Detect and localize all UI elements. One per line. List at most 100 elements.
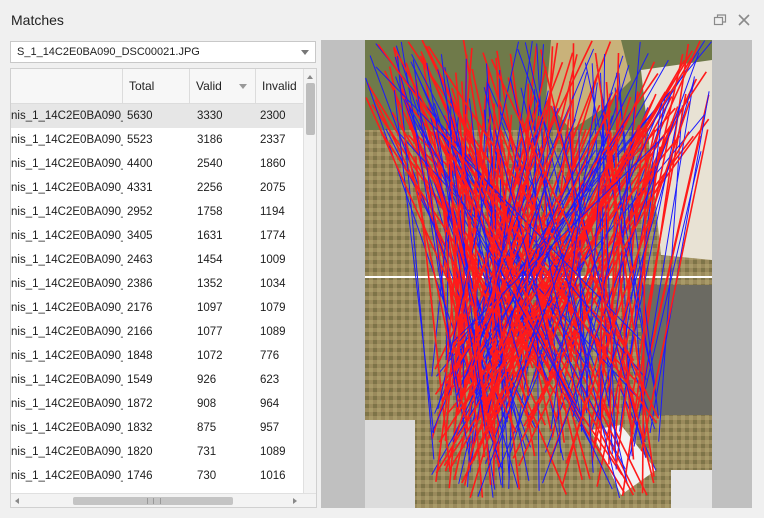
vertical-scrollbar-thumb[interactable]: [306, 83, 315, 135]
valid-match-line: [427, 45, 635, 362]
row-invalid: 957: [260, 422, 280, 434]
row-valid: 3330: [197, 110, 223, 122]
matches-table: Total Valid Invalid nis_1_14C2E0BA090_ 56…: [10, 68, 317, 508]
table-row[interactable]: nis_1_14C2E0BA090_ 4400 2540 1860: [11, 152, 303, 176]
table-row[interactable]: nis_1_14C2E0BA090_ 1746 730 1016: [11, 464, 303, 488]
invalid-match-line: [596, 64, 657, 399]
row-image-name: nis_1_14C2E0BA090_: [11, 254, 123, 266]
row-invalid: 2075: [260, 182, 286, 194]
invalid-match-line: [397, 55, 435, 460]
row-image-name: nis_1_14C2E0BA090_: [11, 350, 123, 362]
invalid-match-line: [548, 103, 663, 373]
row-valid: 2256: [197, 182, 223, 194]
row-total: 2176: [127, 302, 153, 314]
table-row[interactable]: nis_1_14C2E0BA090_ 1820 731 1089: [11, 440, 303, 464]
table-row[interactable]: nis_1_14C2E0BA090_ 2176 1097 1079: [11, 296, 303, 320]
invalid-match-line: [628, 151, 702, 460]
valid-match-line: [460, 109, 548, 401]
row-invalid: 1089: [260, 326, 286, 338]
match-image-viewer[interactable]: [321, 40, 752, 508]
table-row[interactable]: nis_1_14C2E0BA090_ 4331 2256 2075: [11, 176, 303, 200]
valid-match-line: [448, 136, 463, 397]
column-header-total[interactable]: Total: [123, 69, 190, 103]
row-invalid: 2300: [260, 110, 286, 122]
valid-match-line: [512, 120, 675, 459]
table-row[interactable]: nis_1_14C2E0BA090_ 1832 875 957: [11, 416, 303, 440]
close-icon[interactable]: [736, 12, 752, 28]
valid-match-line: [482, 89, 619, 394]
grip-icon: [147, 498, 161, 504]
row-valid: 1077: [197, 326, 223, 338]
invalid-match-line: [572, 156, 635, 417]
invalid-match-line: [393, 90, 435, 434]
row-invalid: 776: [260, 350, 280, 362]
valid-match-line: [391, 111, 625, 494]
valid-match-line: [492, 135, 499, 486]
column-header-image[interactable]: [11, 69, 123, 103]
row-total: 4400: [127, 158, 153, 170]
horizontal-scrollbar-thumb[interactable]: [73, 497, 233, 505]
horizontal-scrollbar[interactable]: [11, 493, 316, 507]
row-valid: 3186: [197, 134, 223, 146]
valid-match-line: [491, 103, 495, 419]
row-invalid: 2337: [260, 134, 286, 146]
valid-match-line: [434, 40, 593, 370]
scroll-right-icon[interactable]: [293, 498, 297, 504]
row-valid: 1454: [197, 254, 223, 266]
row-valid: 2540: [197, 158, 223, 170]
table-row[interactable]: nis_1_14C2E0BA090_ 5630 3330 2300: [11, 104, 303, 128]
row-valid: 926: [197, 374, 217, 386]
valid-match-line: [641, 128, 647, 494]
scroll-up-icon[interactable]: [307, 75, 313, 79]
row-total: 5523: [127, 134, 153, 146]
image-selector-dropdown[interactable]: S_1_14C2E0BA090_DSC00021.JPG: [10, 41, 316, 63]
vertical-scrollbar[interactable]: [303, 69, 316, 493]
table-row[interactable]: nis_1_14C2E0BA090_ 2463 1454 1009: [11, 248, 303, 272]
row-invalid: 1009: [260, 254, 286, 266]
column-header-invalid[interactable]: Invalid: [262, 79, 297, 93]
row-image-name: nis_1_14C2E0BA090_: [11, 134, 123, 146]
invalid-match-line: [461, 110, 632, 382]
panel-title: Matches: [11, 12, 64, 28]
row-image-name: nis_1_14C2E0BA090_: [11, 230, 123, 242]
valid-match-line: [449, 113, 492, 396]
table-row[interactable]: nis_1_14C2E0BA090_ 3405 1631 1774: [11, 224, 303, 248]
column-header-valid[interactable]: Valid: [190, 69, 256, 103]
invalid-match-line: [412, 59, 459, 408]
valid-match-line: [565, 101, 691, 464]
table-row[interactable]: nis_1_14C2E0BA090_ 1872 908 964: [11, 392, 303, 416]
valid-match-line: [523, 131, 690, 427]
table-header: Total Valid Invalid: [11, 69, 303, 104]
valid-match-line: [427, 140, 499, 453]
scroll-left-icon[interactable]: [15, 498, 19, 504]
valid-match-line: [644, 135, 701, 377]
row-total: 2463: [127, 254, 153, 266]
row-total: 2386: [127, 278, 153, 290]
valid-match-line: [461, 99, 654, 484]
panel-titlebar: Matches: [0, 0, 764, 40]
table-row[interactable]: nis_1_14C2E0BA090_ 1848 1072 776: [11, 344, 303, 368]
table-row[interactable]: nis_1_14C2E0BA090_ 2166 1077 1089: [11, 320, 303, 344]
valid-match-line: [493, 123, 530, 396]
aerial-photo-building-right: [591, 425, 656, 495]
row-valid: 1097: [197, 302, 223, 314]
row-invalid: 623: [260, 374, 280, 386]
valid-match-line: [608, 52, 620, 465]
row-image-name: nis_1_14C2E0BA090_: [11, 182, 123, 194]
table-row[interactable]: nis_1_14C2E0BA090_ 2386 1352 1034: [11, 272, 303, 296]
row-total: 3405: [127, 230, 153, 242]
row-image-name: nis_1_14C2E0BA090_: [11, 374, 123, 386]
row-image-name: nis_1_14C2E0BA090_: [11, 110, 123, 122]
image-selector-value: S_1_14C2E0BA090_DSC00021.JPG: [17, 46, 200, 58]
row-total: 2166: [127, 326, 153, 338]
table-row[interactable]: nis_1_14C2E0BA090_ 1549 926 623: [11, 368, 303, 392]
table-row[interactable]: nis_1_14C2E0BA090_ 2952 1758 1194: [11, 200, 303, 224]
row-total: 1848: [127, 350, 153, 362]
table-row[interactable]: nis_1_14C2E0BA090_ 5523 3186 2337: [11, 128, 303, 152]
restore-window-icon[interactable]: [712, 12, 728, 28]
valid-match-line: [615, 146, 661, 463]
row-image-name: nis_1_14C2E0BA090_: [11, 206, 123, 218]
row-valid: 875: [197, 422, 217, 434]
row-image-name: nis_1_14C2E0BA090_: [11, 470, 123, 482]
row-total: 1832: [127, 422, 153, 434]
